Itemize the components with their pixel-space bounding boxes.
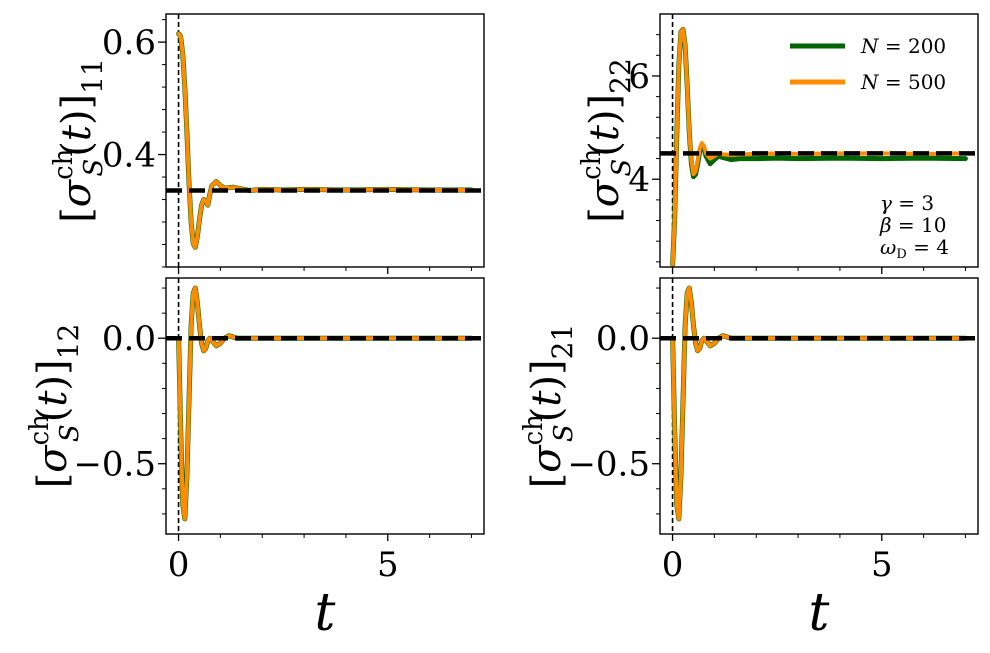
y-axis-label: [σchS(t)]11 — [49, 58, 109, 223]
y-tick-label: 4 — [628, 160, 650, 200]
series-line-n500 — [176, 286, 474, 521]
y-axis-label: [σchS(t)]22 — [577, 58, 637, 223]
legend: N = 200 N = 500 — [790, 34, 946, 94]
x-axis-label: t — [809, 583, 830, 643]
y-axis-label: [σchS(t)]21 — [519, 324, 579, 489]
y-tick-label: 0.0 — [596, 319, 650, 359]
axes-frame — [165, 277, 485, 535]
y-tick-label: −0.5 — [567, 445, 650, 485]
plot-area — [166, 278, 484, 534]
series-line-n200 — [176, 31, 474, 250]
plot-area — [660, 14, 978, 267]
plot-area — [166, 14, 484, 267]
legend-label: N = 200 — [860, 34, 946, 58]
panel-bottom-left: −0.5 0.0 0 5 t [σchS(t)]12 — [25, 277, 485, 643]
x-tick-label: 0 — [168, 545, 190, 585]
parameter-annotation: γ = 3 — [880, 191, 934, 215]
x-axis-label: t — [315, 583, 336, 643]
panel-top-right: 4 6[σchS(t)]22 N = 200 N = 500 γ = 3β = 10ωD… — [577, 13, 979, 274]
y-tick-label: 0.0 — [102, 319, 156, 359]
plot-area — [660, 278, 978, 534]
panel-top-left: 0.4 0.6[σchS(t)]11 — [49, 13, 485, 274]
y-tick-label: 6 — [628, 57, 650, 97]
y-tick-label: −0.5 — [73, 445, 156, 485]
series-line-n500 — [670, 286, 968, 521]
axes-frame — [659, 13, 979, 268]
axes-frame — [659, 277, 979, 535]
x-tick-label: 0 — [662, 545, 684, 585]
y-tick-label: 0.6 — [102, 23, 156, 63]
parameter-annotation: ωD = 4 — [880, 235, 949, 262]
x-tick-label: 5 — [377, 545, 399, 585]
series-line-n200 — [670, 285, 968, 522]
axes-frame — [165, 13, 485, 268]
parameter-annotation: β = 10 — [879, 213, 946, 237]
y-axis-label: [σchS(t)]12 — [25, 324, 85, 489]
panel-bottom-right: −0.5 0.0 0 5 t [σchS(t)]21 — [519, 277, 979, 643]
x-tick-label: 5 — [871, 545, 893, 585]
legend-label: N = 500 — [860, 70, 946, 94]
y-tick-label: 0.4 — [102, 136, 156, 176]
series-line-n500 — [176, 31, 474, 250]
series-line-n200 — [176, 285, 474, 522]
